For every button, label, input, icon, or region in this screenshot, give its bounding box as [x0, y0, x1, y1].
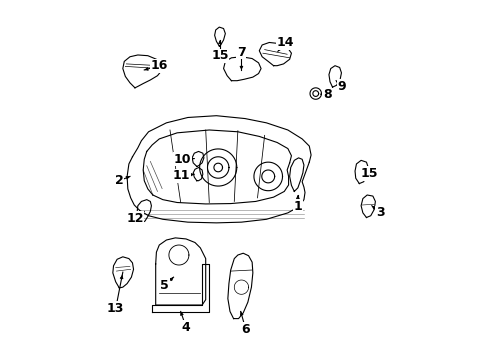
Text: 5: 5 — [160, 279, 169, 292]
Text: 13: 13 — [107, 302, 124, 315]
Text: 8: 8 — [323, 89, 331, 102]
Text: 7: 7 — [237, 46, 246, 59]
Text: 3: 3 — [376, 206, 384, 219]
Text: 15: 15 — [361, 167, 378, 180]
Text: 1: 1 — [294, 200, 302, 213]
Text: 12: 12 — [126, 212, 144, 225]
Text: 2: 2 — [115, 174, 123, 187]
Text: 15: 15 — [211, 49, 229, 62]
Text: 9: 9 — [337, 80, 346, 93]
Text: 16: 16 — [150, 59, 168, 72]
Text: 11: 11 — [172, 169, 190, 182]
Text: 10: 10 — [174, 153, 191, 166]
Text: 6: 6 — [242, 323, 250, 336]
Text: 14: 14 — [276, 36, 294, 49]
Text: 4: 4 — [182, 321, 191, 334]
